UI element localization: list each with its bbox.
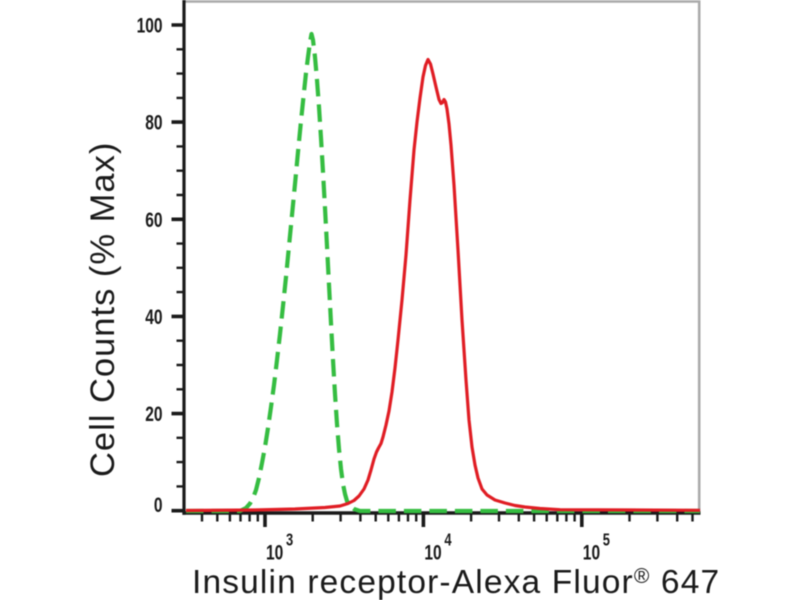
svg-text:20: 20 <box>145 402 162 426</box>
svg-text:10: 10 <box>424 540 441 564</box>
svg-text:40: 40 <box>145 305 162 329</box>
svg-text:10: 10 <box>266 540 283 564</box>
svg-text:3: 3 <box>286 531 293 550</box>
svg-text:60: 60 <box>145 208 162 232</box>
svg-text:100: 100 <box>137 13 163 37</box>
svg-text:Insulin receptor-Alexa Fluor®: Insulin receptor-Alexa Fluor® 647 <box>192 564 720 600</box>
svg-text:4: 4 <box>444 531 452 550</box>
svg-text:5: 5 <box>603 531 611 550</box>
svg-text:0: 0 <box>154 493 163 517</box>
svg-text:10: 10 <box>583 540 600 564</box>
svg-text:Cell Counts (% Max): Cell Counts (% Max) <box>84 142 122 477</box>
svg-text:80: 80 <box>145 110 162 134</box>
